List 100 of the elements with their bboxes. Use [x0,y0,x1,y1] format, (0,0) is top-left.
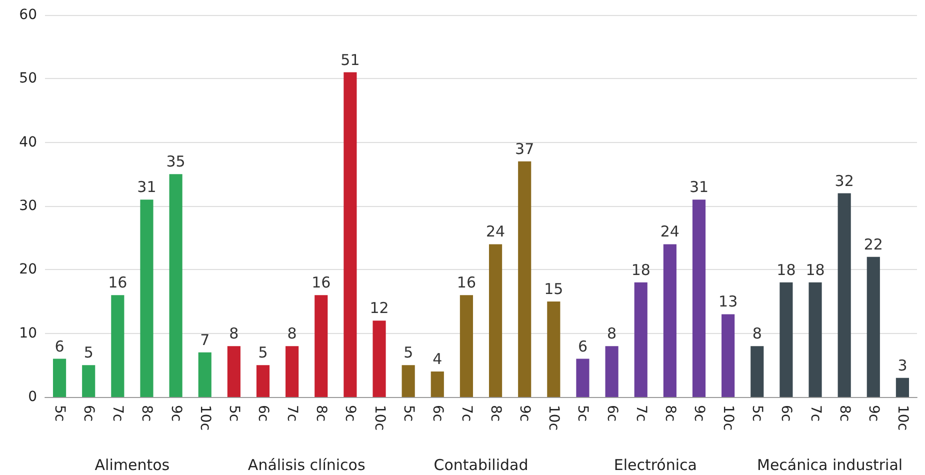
bar [82,365,96,397]
data-label: 15 [544,280,564,298]
x-tick-label: 9c [865,405,882,422]
bar [896,378,910,397]
x-tick-label: 9c [342,405,358,422]
y-tick-label: 50 [19,70,37,87]
x-tick-label: 10c [546,405,562,431]
x-tick-label: 5c [574,405,591,422]
x-tick-label: 6c [429,405,446,422]
x-tick-label: 7c [458,405,474,422]
x-tick-label: 6c [778,405,794,422]
x-tick-label: 6c [80,405,97,422]
bar [663,244,676,397]
bar [402,365,415,397]
text: Análisis clínicos [248,456,366,474]
data-label: 22 [864,235,883,254]
bar [634,282,648,397]
x-tick-label: 9c [691,405,707,422]
x-tick-label: 5c [400,405,416,422]
bar [169,174,182,397]
data-label: 16 [456,274,476,292]
y-tick-label: 0 [28,389,37,405]
bar [866,256,880,397]
data-label: 51 [340,50,360,69]
data-label: 24 [660,222,680,241]
data-label: 6 [54,337,64,356]
text: Mecánica industrial [757,456,903,474]
bar [344,72,357,397]
y-tick-label: 40 [19,134,37,150]
data-label: 7 [200,330,210,349]
bar [488,244,502,397]
x-tick-label: 5c [749,405,766,422]
bar [780,282,793,397]
data-label: 13 [718,292,738,311]
bar [198,352,212,397]
data-label: 24 [486,222,506,241]
data-label: 8 [607,324,617,343]
y-tick-label: 20 [19,262,37,278]
x-tick-label: 10c [371,405,388,431]
bar [256,365,270,397]
x-tick-label: 10c [196,405,213,431]
bar [286,346,299,397]
x-tick-label: 6c [604,405,620,422]
bar [52,358,66,397]
bar [140,200,154,397]
y-tick-label: 30 [19,198,37,214]
data-label: 5 [404,344,414,362]
bar [692,200,706,397]
bar [808,282,822,397]
bar [430,372,444,397]
text: Contabilidad [434,456,528,474]
bar [518,161,532,397]
x-tick-label: 8c [313,405,330,422]
bar [111,295,124,397]
x-tick-label: 10c [720,405,736,431]
data-label: 3 [898,356,908,374]
data-label: 8 [287,324,297,343]
bar [838,193,851,397]
y-tick-label: 60 [19,7,37,23]
x-tick-label: 6c [255,405,271,422]
data-label: 16 [312,274,331,292]
x-tick-label: 8c [138,405,155,422]
data-label: 18 [776,260,796,279]
x-tick-label: 8c [662,405,678,422]
text: Electrónica [614,456,697,474]
text: Alimentos [94,456,170,474]
x-tick-label: 9c [168,405,184,422]
bar [547,302,560,397]
x-tick-label: 5c [226,405,242,422]
bar [750,346,764,397]
data-label: 37 [515,140,534,158]
data-label: 18 [806,260,825,279]
y-tick-label: 10 [19,325,37,342]
x-tick-label: 8c [836,405,852,422]
x-tick-label: 8c [488,405,504,422]
x-tick-label: 5c [52,405,68,422]
data-label: 16 [108,274,128,292]
x-tick-label: 10c [894,405,910,431]
bar [576,358,590,397]
bar [460,295,474,397]
x-tick-label: 7c [284,405,300,422]
bar [372,320,386,397]
data-label: 5 [84,344,94,362]
data-label: 12 [370,299,389,318]
data-label: 5 [258,344,268,362]
x-tick-label: 7c [110,405,126,422]
x-tick-label: 9c [516,405,533,422]
data-label: 32 [834,172,854,190]
data-label: 35 [166,152,186,171]
bar [722,314,735,397]
data-label: 18 [631,260,650,279]
data-label: 8 [229,324,239,343]
bar [314,295,328,397]
bar [605,346,618,397]
data-label: 31 [689,178,709,196]
data-label: 6 [578,337,588,356]
data-label: 31 [137,178,156,196]
data-label: 8 [752,324,762,343]
x-tick-label: 7c [632,405,649,422]
x-tick-label: 7c [807,405,824,422]
